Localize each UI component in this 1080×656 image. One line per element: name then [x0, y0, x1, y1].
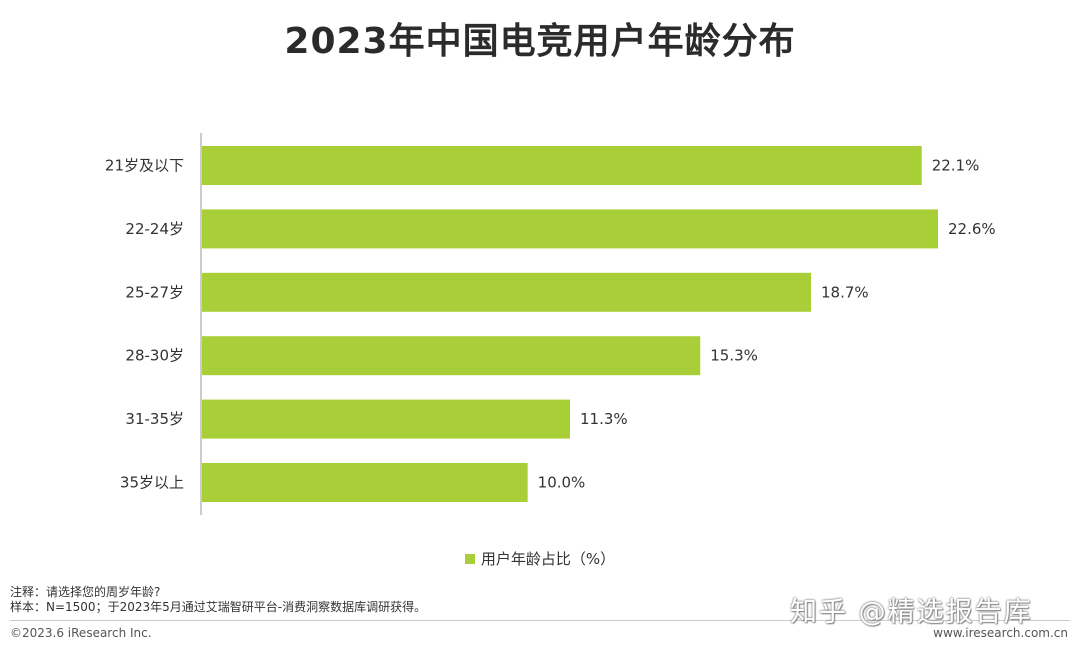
footer-divider — [10, 620, 1070, 621]
website-text: www.iresearch.com.cn — [933, 626, 1068, 640]
bar-3 — [202, 336, 701, 376]
value-label-3: 15.3% — [710, 347, 758, 365]
value-label-5: 10.0% — [538, 474, 586, 492]
category-label-5: 35岁以上 — [120, 474, 184, 492]
note-sample: 样本：N=1500；于2023年5月通过艾瑞智研平台-消费洞察数据库调研获得。 — [10, 600, 427, 614]
value-label-1: 22.6% — [948, 220, 996, 238]
watermark-text: 知乎 @精选报告库 — [790, 597, 1033, 628]
bar-2 — [202, 272, 811, 312]
bar-4 — [202, 399, 570, 439]
category-label-2: 25-27岁 — [125, 283, 184, 301]
bar-1 — [202, 209, 938, 249]
bar-5 — [202, 463, 528, 502]
copyright-text: ©2023.6 iResearch Inc. — [10, 626, 152, 640]
category-label-0: 21岁及以下 — [105, 157, 184, 175]
value-label-2: 18.7% — [821, 283, 869, 301]
chart-legend: 用户年龄占比（%） — [0, 548, 1080, 569]
legend-label: 用户年龄占比（%） — [480, 550, 616, 568]
category-label-1: 22-24岁 — [125, 220, 184, 238]
legend-swatch — [464, 553, 475, 564]
note-question: 注释：请选择您的周岁年龄? — [10, 585, 161, 599]
value-label-4: 11.3% — [580, 410, 628, 428]
chart-title: 2023年中国电竞用户年龄分布 — [284, 21, 796, 62]
category-label-4: 31-35岁 — [125, 410, 184, 428]
bar-chart: 21岁及以下 22.1% 22-24岁 22.6% 25-27岁 18.7% 28-30岁 1… — [105, 133, 996, 515]
chart-notes: 注释：请选择您的周岁年龄? 样本：N=1500；于2023年5月通过艾瑞智研平台… — [10, 585, 426, 615]
bar-0 — [202, 146, 922, 185]
value-label-0: 22.1% — [932, 157, 980, 175]
category-label-3: 28-30岁 — [125, 347, 184, 365]
bars-group: 21岁及以下 22.1% 22-24岁 22.6% 25-27岁 18.7% 28-30岁 1… — [105, 146, 996, 502]
